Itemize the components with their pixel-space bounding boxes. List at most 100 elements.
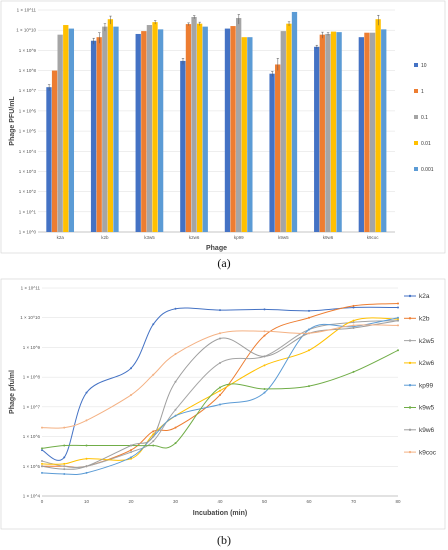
- bar: [280, 31, 286, 233]
- bar: [247, 37, 253, 232]
- bar: [364, 32, 370, 232]
- bar: [135, 33, 141, 232]
- legend-swatch: [414, 63, 418, 67]
- legend-label: k2b: [419, 316, 430, 323]
- bar: [291, 11, 298, 232]
- y-tick-label: 1 × 10^9: [23, 345, 41, 350]
- legend-label: 0.1: [421, 115, 428, 121]
- data-point: [397, 316, 399, 319]
- series-line: [41, 317, 399, 475]
- data-point: [219, 309, 221, 312]
- legend-marker: [408, 339, 412, 342]
- bar: [90, 40, 97, 232]
- data-point: [41, 449, 43, 452]
- data-point: [85, 391, 88, 394]
- data-point: [63, 465, 66, 468]
- data-point: [308, 385, 310, 388]
- x-tick-label: 60: [306, 499, 312, 504]
- data-point: [174, 442, 177, 445]
- bar: [180, 60, 186, 233]
- y-tick-label: 1 × 10^9: [19, 48, 37, 53]
- bar: [241, 37, 247, 232]
- x-tick-label: k2b: [101, 235, 109, 240]
- legend-marker: [408, 294, 412, 298]
- data-point: [263, 391, 266, 394]
- bar: [46, 87, 52, 232]
- legend-marker: [408, 384, 412, 387]
- data-point: [130, 394, 132, 397]
- data-point: [263, 308, 266, 311]
- legend-label: k9w5: [419, 405, 435, 412]
- data-point: [308, 309, 310, 312]
- bar: [275, 64, 281, 232]
- data-point: [352, 327, 355, 330]
- y-tick-label: 1 × 10^8: [19, 68, 37, 73]
- x-tick-label: k9w5: [278, 235, 289, 240]
- bar: [336, 32, 342, 233]
- data-point: [174, 408, 177, 411]
- data-point: [308, 332, 310, 335]
- data-point: [152, 373, 155, 376]
- data-point: [152, 433, 155, 436]
- legend-label: 1: [421, 89, 424, 95]
- x-axis-title: Phage: [206, 245, 227, 252]
- data-point: [130, 456, 132, 459]
- bar: [230, 26, 236, 233]
- x-tick-label: 80: [395, 499, 401, 504]
- data-point: [174, 307, 177, 310]
- data-point: [308, 349, 310, 352]
- bar: [157, 29, 164, 233]
- x-tick-label: 10: [84, 499, 90, 504]
- data-point: [41, 426, 43, 429]
- legend-label: 0.001: [421, 167, 434, 173]
- legend-swatch: [414, 89, 418, 93]
- x-tick-label: k3w5: [144, 235, 155, 240]
- data-point: [219, 394, 221, 397]
- y-axis-title: Phage PFU/mL: [9, 96, 16, 146]
- x-tick-label: 30: [173, 499, 179, 504]
- legend-label: 10: [421, 63, 427, 69]
- data-point: [41, 465, 43, 468]
- legend-label: k2w6: [419, 360, 435, 367]
- legend-swatch: [414, 115, 418, 119]
- data-point: [41, 447, 43, 450]
- data-point: [397, 319, 399, 322]
- legend-label: k2a: [419, 293, 430, 300]
- data-point: [352, 324, 355, 327]
- y-tick-label: 1 × 10^1: [19, 209, 37, 214]
- bar: [51, 70, 58, 232]
- bar: [107, 19, 114, 232]
- data-point: [63, 444, 66, 447]
- data-point: [397, 306, 399, 309]
- bar: [224, 28, 231, 232]
- bar: [325, 33, 331, 232]
- data-point: [41, 471, 43, 474]
- x-tick-label: k9w6: [323, 235, 334, 240]
- data-point: [63, 426, 66, 429]
- x-tick-label: k2w6: [189, 235, 200, 240]
- bar: [375, 19, 381, 232]
- data-point: [263, 355, 266, 358]
- legend-label: k2w5: [419, 338, 435, 345]
- legend-marker: [408, 428, 412, 431]
- bar: [286, 23, 292, 232]
- bar: [202, 26, 208, 232]
- y-tick-label: 1 × 10^7: [23, 404, 41, 409]
- chart-a: 1 × 10^0 1 × 10^1 1 × 10^2 1 × 10^3 1 × 10^4…: [0, 0, 446, 254]
- bar: [68, 28, 75, 232]
- data-point: [63, 462, 66, 465]
- bar: [314, 46, 320, 232]
- data-point: [41, 460, 43, 463]
- data-point: [219, 337, 221, 340]
- data-point: [397, 324, 399, 327]
- x-tick-label: 50: [262, 499, 268, 504]
- y-tick-label: 1 × 10^0: [19, 230, 37, 235]
- bar: [96, 37, 102, 232]
- data-point: [85, 471, 88, 474]
- y-tick-label: 1 × 10^11: [17, 8, 37, 13]
- data-point: [152, 323, 155, 326]
- series-line: [41, 349, 399, 449]
- x-tick-label: k2a: [57, 235, 65, 240]
- x-tick-label: 40: [217, 499, 223, 504]
- y-tick-label: 1 × 10^7: [19, 88, 37, 93]
